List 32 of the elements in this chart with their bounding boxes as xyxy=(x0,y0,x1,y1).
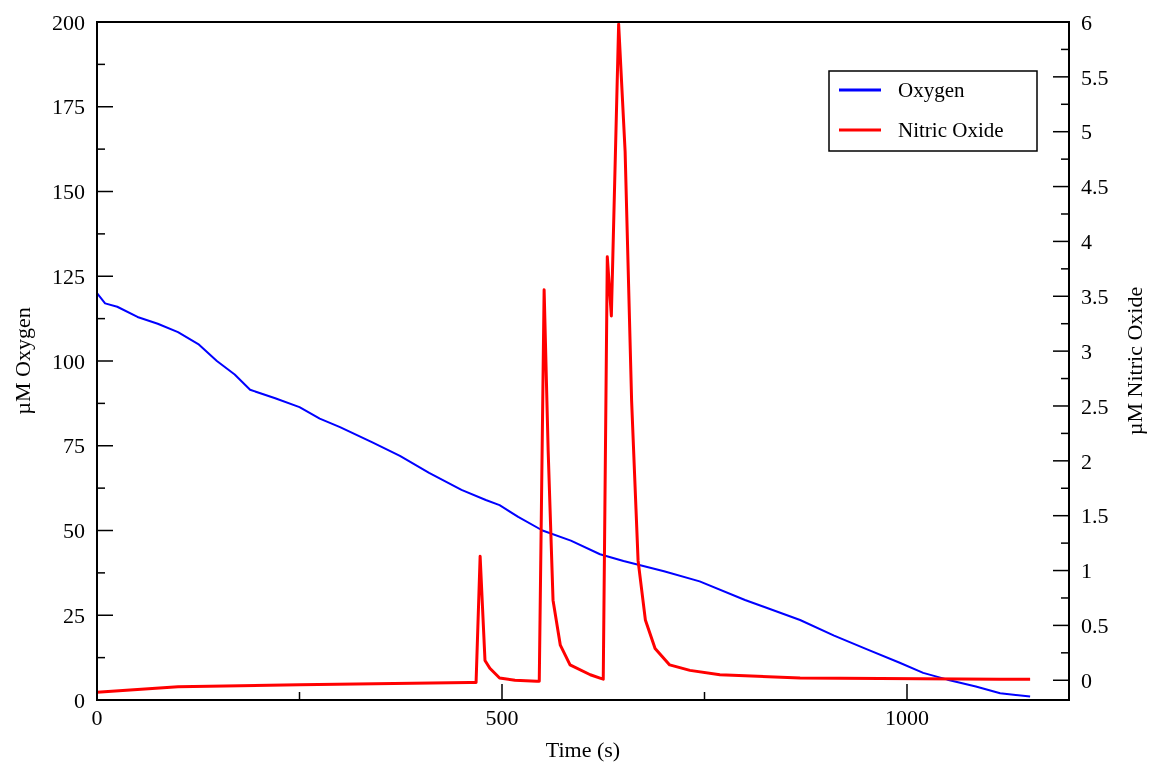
y-tick-label: 175 xyxy=(52,94,85,120)
y2-tick-label: 1.5 xyxy=(1081,503,1109,529)
legend-label: Nitric Oxide xyxy=(898,118,1004,143)
y-tick-label: 125 xyxy=(52,263,85,289)
y2-tick-label: 1 xyxy=(1081,558,1092,584)
line-series xyxy=(95,22,1032,694)
y-axis-title: µM Oxygen xyxy=(10,307,35,415)
y2-tick-label: 5.5 xyxy=(1081,64,1109,90)
y2-tick-label: 0 xyxy=(1081,667,1092,693)
y2-tick-label: 0.5 xyxy=(1081,613,1109,639)
y-tick-label: 100 xyxy=(52,348,85,374)
y-tick-label: 0 xyxy=(74,687,85,713)
y-tick-label: 200 xyxy=(52,9,85,35)
y2-tick-label: 3.5 xyxy=(1081,283,1109,309)
y2-tick-label: 4 xyxy=(1081,229,1092,255)
y2-tick-label: 3 xyxy=(1081,338,1092,364)
legend-label: Oxygen xyxy=(898,78,965,103)
y-tick-label: 50 xyxy=(63,518,85,544)
y-tick-label: 75 xyxy=(63,433,85,459)
y2-axis-title: µM Nitric Oxide xyxy=(1122,286,1147,436)
y-tick-label: 25 xyxy=(63,602,85,628)
y2-tick-label: 6 xyxy=(1081,9,1092,35)
y2-tick-label: 5 xyxy=(1081,119,1092,145)
y-tick-label: 150 xyxy=(52,179,85,205)
x-tick-label: 0 xyxy=(91,705,103,730)
y2-tick-label: 4.5 xyxy=(1081,174,1109,200)
x-axis-title: Time (s) xyxy=(545,737,621,762)
y2-tick-label: 2.5 xyxy=(1081,393,1109,419)
x-tick-label: 500 xyxy=(485,705,519,730)
y2-tick-label: 2 xyxy=(1081,448,1092,474)
line-series xyxy=(96,292,1032,698)
x-tick-label: 1000 xyxy=(885,705,929,730)
